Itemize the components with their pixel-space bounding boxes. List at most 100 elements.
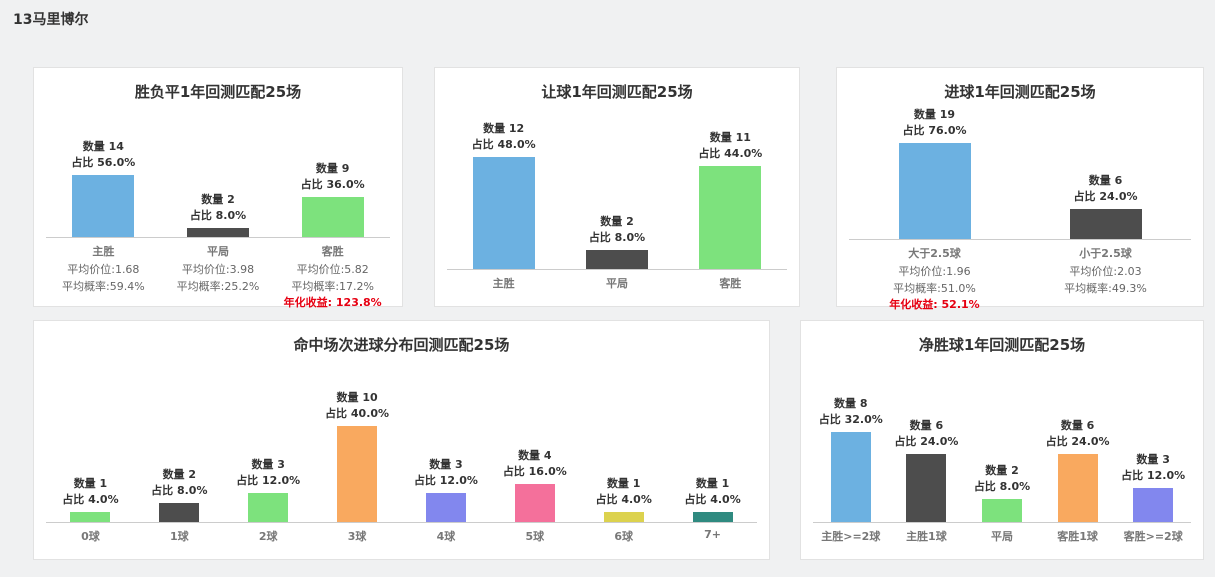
category-label: 0球 <box>81 530 100 543</box>
bar-value-label: 数量 11 占比 44.0% <box>698 130 762 162</box>
bar-column: 数量 2 占比 8.0% <box>964 463 1040 522</box>
bar-pct-label: 占比 8.0% <box>189 209 247 223</box>
bar-column: 数量 19 占比 76.0% <box>849 107 1020 239</box>
chart-title: 进球1年回测匹配25场 <box>944 83 1096 101</box>
bar-value-label: 数量 3 占比 12.0% <box>1121 452 1185 484</box>
category-label: 平局 <box>605 277 628 290</box>
bar-column: 数量 2 占比 8.0% <box>560 214 673 269</box>
bar[interactable] <box>1133 488 1174 522</box>
bar-pct-label: 占比 44.0% <box>698 147 763 161</box>
axis-column: 0球 <box>46 528 135 547</box>
stat-line: 平均价位:1.68 <box>67 263 140 276</box>
bar-column: 数量 11 占比 44.0% <box>674 130 787 269</box>
bar[interactable] <box>159 503 200 522</box>
axis-column: 平局 <box>560 275 673 294</box>
bar[interactable] <box>187 228 249 237</box>
category-label: 3球 <box>347 530 367 543</box>
bar[interactable] <box>72 175 135 237</box>
bar-column: 数量 1 占比 4.0% <box>46 476 135 522</box>
bar-pct-label: 占比 32.0% <box>818 413 883 427</box>
axis-column: 平局 <box>964 528 1040 547</box>
category-label: 5球 <box>525 530 545 543</box>
bar-pct-label: 占比 36.0% <box>300 178 365 192</box>
category-label: 4球 <box>436 530 456 543</box>
bar-chart-goal-distribution: 数量 1 占比 4.0% 数量 2 占比 8.0% 数量 3 占比 12.0% 数量 10 占… <box>34 361 769 547</box>
bar-column: 数量 12 占比 48.0% <box>447 121 560 269</box>
page-title: 13马里博尔 <box>13 12 89 28</box>
bar[interactable] <box>981 499 1022 522</box>
bar-pct-label: 占比 24.0% <box>894 435 959 449</box>
bar[interactable] <box>898 143 971 239</box>
category-label: 平局 <box>990 530 1013 543</box>
bar-column: 数量 9 占比 36.0% <box>275 161 390 237</box>
bar[interactable] <box>472 157 535 269</box>
panel-goals-over-under: 进球1年回测匹配25场 数量 19 占比 76.0% 数量 6 占比 24.0% 大于… <box>836 67 1204 311</box>
bar-value-label: 数量 9 占比 36.0% <box>301 161 365 193</box>
bar-count-label: 数量 1 <box>606 477 641 491</box>
chart-plot-area: 数量 14 占比 56.0% 数量 2 占比 8.0% 数量 9 占比 36.0% <box>46 108 390 238</box>
bar-count-label: 数量 1 <box>695 477 730 491</box>
bar-pct-label: 占比 12.0% <box>413 474 478 488</box>
category-label: 小于2.5球 <box>1079 247 1132 260</box>
bar-count-label: 数量 6 <box>1088 174 1123 188</box>
bar-count-label: 数量 6 <box>909 419 944 433</box>
bar-count-label: 数量 6 <box>1060 419 1095 433</box>
bar-count-label: 数量 19 <box>913 108 956 122</box>
bar-count-label: 数量 8 <box>834 397 868 411</box>
bar[interactable] <box>603 512 644 522</box>
chart-axis-labels: 主胜 平均价位:1.68 平均概率:59.4% 平局 平均价位:3.98 平均概率:25.… <box>46 238 390 312</box>
bar[interactable] <box>337 426 378 522</box>
bar[interactable] <box>425 493 466 522</box>
bar[interactable] <box>585 250 648 269</box>
axis-column: 主胜>=2球 <box>813 528 889 547</box>
chart-title: 命中场次进球分布回测匹配25场 <box>293 336 510 354</box>
chart-axis-labels: 主胜>=2球 主胜1球 平局 客胜1球 客胜>=2球 <box>813 523 1191 547</box>
bar-column: 数量 3 占比 12.0% <box>1115 452 1191 522</box>
stat-line: 平均概率:49.3% <box>1064 281 1147 295</box>
bar-value-label: 数量 10 占比 40.0% <box>325 390 389 422</box>
bar[interactable] <box>514 484 555 522</box>
bar-value-label: 数量 14 占比 56.0% <box>71 139 135 171</box>
bar-pct-label: 占比 76.0% <box>902 124 967 138</box>
bar-pct-label: 占比 12.0% <box>1121 469 1186 483</box>
bar-value-label: 数量 4 占比 16.0% <box>503 448 567 480</box>
bar[interactable] <box>1069 209 1142 239</box>
bar-value-label: 数量 6 占比 24.0% <box>894 418 958 450</box>
bar[interactable] <box>906 454 947 522</box>
bar-column: 数量 2 占比 8.0% <box>135 467 224 522</box>
bar-column: 数量 14 占比 56.0% <box>46 139 161 237</box>
chart-plot-area: 数量 1 占比 4.0% 数量 2 占比 8.0% 数量 3 占比 12.0% 数量 10 占… <box>46 361 757 523</box>
bar-pct-label: 占比 48.0% <box>471 138 536 152</box>
bar[interactable] <box>692 512 733 522</box>
category-label: 客胜 <box>719 277 742 290</box>
axis-column: 平局 平均价位:3.98 平均概率:25.2% <box>161 243 276 312</box>
bar-count-label: 数量 11 <box>709 131 751 145</box>
bar[interactable] <box>301 197 364 237</box>
axis-column: 客胜1球 <box>1040 528 1116 547</box>
category-label: 客胜>=2球 <box>1123 530 1183 543</box>
bar-column: 数量 10 占比 40.0% <box>313 390 402 522</box>
bar-column: 数量 6 占比 24.0% <box>1040 418 1116 522</box>
stat-line: 平均价位:5.82 <box>296 263 369 276</box>
category-label: 6球 <box>614 530 634 543</box>
bar-column: 数量 3 占比 12.0% <box>224 457 313 522</box>
bar-pct-label: 占比 8.0% <box>588 231 646 245</box>
chart-plot-area: 数量 8 占比 32.0% 数量 6 占比 24.0% 数量 2 占比 8.0% 数量 6 占… <box>813 361 1191 523</box>
panel-net-goals: 净胜球1年回测匹配25场 数量 8 占比 32.0% 数量 6 占比 24.0% 数量 … <box>800 320 1204 560</box>
bar-count-label: 数量 3 <box>1136 453 1170 467</box>
category-label: 客胜1球 <box>1057 530 1098 543</box>
bar[interactable] <box>248 493 289 522</box>
stat-line: 平均价位:3.98 <box>181 263 255 276</box>
axis-column: 客胜 平均价位:5.82 平均概率:17.2% 年化收益: 123.8% <box>275 243 390 312</box>
bar-count-label: 数量 1 <box>73 477 108 491</box>
category-label: 主胜 <box>492 277 515 290</box>
chart-axis-labels: 主胜 平局 客胜 <box>447 270 787 294</box>
bar-chart-win-draw-loss: 数量 14 占比 56.0% 数量 2 占比 8.0% 数量 9 占比 36.0% 主胜平… <box>34 108 402 312</box>
axis-column: 3球 <box>313 528 402 547</box>
stat-line: 平均概率:17.2% <box>291 279 374 293</box>
bar[interactable] <box>830 432 871 522</box>
bar[interactable] <box>1057 454 1098 522</box>
panel-win-draw-loss: 胜负平1年回测匹配25场 数量 14 占比 56.0% 数量 2 占比 8.0% 数量 … <box>33 67 403 309</box>
bar[interactable] <box>70 512 111 522</box>
bar[interactable] <box>699 166 762 269</box>
